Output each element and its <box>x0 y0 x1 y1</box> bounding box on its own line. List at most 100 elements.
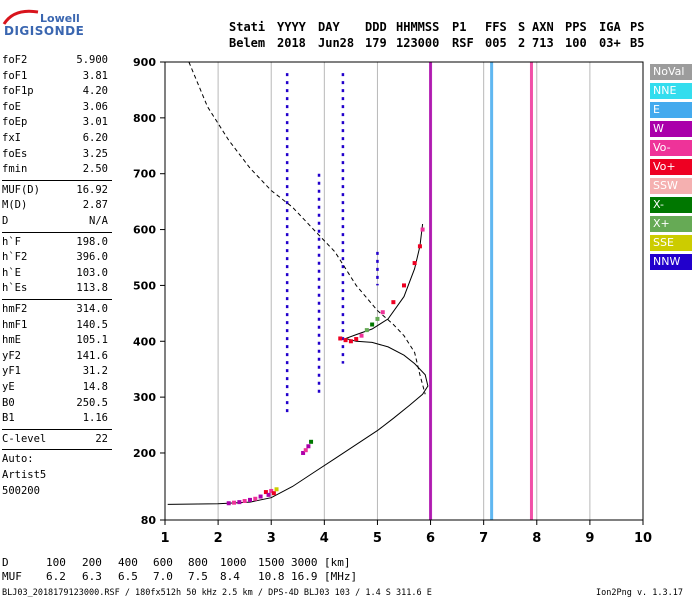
y-tick-label: 400 <box>133 335 156 348</box>
x-tick-label: 7 <box>479 531 488 546</box>
param-hes: h`Es 113.8 <box>2 282 108 296</box>
header-values-3: 179 <box>365 36 387 50</box>
header-labels-7: S <box>518 20 526 34</box>
legend-item-sse: SSE <box>650 235 692 251</box>
param-key: foF2 <box>2 54 28 66</box>
y-tick-label: 80 <box>141 514 157 527</box>
param-key: foEp <box>2 116 28 129</box>
row-label: MUF <box>2 570 22 583</box>
legend-item-e: E <box>650 102 692 118</box>
y-tick-label: 800 <box>133 112 156 125</box>
vertical-echo-line <box>490 62 494 520</box>
row-value: 800 <box>188 556 208 569</box>
x-tick-label: 4 <box>320 531 329 546</box>
param-key: foF1 <box>2 69 28 82</box>
param-yf1: yF1 31.2 <box>2 365 108 379</box>
legend-item-w: W <box>650 121 692 137</box>
header-values-1: 2018 <box>277 36 306 50</box>
param-value: 2.50 <box>82 163 108 176</box>
row-value: 7.0 <box>153 570 173 583</box>
param-ye: yE 14.8 <box>2 381 108 395</box>
param-key: M(D) <box>2 199 28 212</box>
row-value: 3000 <box>291 556 318 569</box>
param-foe: foE 3.06 <box>2 101 108 115</box>
param-clevel: C-level 22 <box>2 433 108 447</box>
param-key: h`F <box>2 235 21 248</box>
trace-point <box>242 499 247 504</box>
param-b0: B0 250.5 <box>2 397 108 411</box>
param-key: foE <box>2 100 21 113</box>
param-fxi: fxI 6.20 <box>2 132 108 146</box>
trace-point <box>380 310 385 315</box>
header-labels-4: HHMMSS <box>396 20 440 34</box>
x-tick-label: 3 <box>267 531 276 546</box>
trace-point <box>402 283 406 288</box>
param-yf2: yF2 141.6 <box>2 350 108 364</box>
param-value: 22 <box>95 432 108 445</box>
param-md: M(D) 2.87 <box>2 199 108 213</box>
trace-point <box>237 500 242 505</box>
param-key: hmF1 <box>2 318 28 331</box>
trace-point <box>370 322 375 327</box>
digisonde-logo: Lowell DIGISONDE <box>2 6 112 46</box>
param-fmin: fmin 2.50 <box>2 163 108 177</box>
row-value: 1000 <box>220 556 247 569</box>
row-value: 10.8 <box>258 570 285 583</box>
param-value: 141.6 <box>76 349 108 362</box>
header-values-8: 713 <box>532 36 554 50</box>
param-hme: hmE 105.1 <box>2 334 108 348</box>
row-value: 8.4 <box>220 570 240 583</box>
header-labels-2: DAY <box>318 20 340 34</box>
x-tick-label: 1 <box>160 531 169 546</box>
param-key: yF2 <box>2 349 21 362</box>
param-key: h`F2 <box>2 251 28 264</box>
param-key: h`E <box>2 266 21 279</box>
trace-point <box>266 492 271 497</box>
param-value: 14.8 <box>82 381 108 393</box>
param-value: 314.0 <box>76 303 108 315</box>
row-value: 400 <box>118 556 138 569</box>
vertical-echo-line <box>529 62 533 520</box>
param-value: 4.20 <box>82 85 108 98</box>
legend-item-ssw: SSW <box>650 178 692 194</box>
header-labels-3: DDD <box>365 20 387 34</box>
vertical-echo-line <box>429 62 433 520</box>
row-value: [km] <box>324 556 351 569</box>
legend-item-vo: Vo+ <box>650 159 692 175</box>
trace-point <box>274 487 279 492</box>
header-values-10: 03+ <box>599 36 621 50</box>
param-key: foEs <box>2 147 28 160</box>
param-value: 103.0 <box>76 266 108 279</box>
x-tick-label: 9 <box>585 531 594 546</box>
header-values-11: B5 <box>630 36 645 50</box>
header-values-6: 005 <box>485 36 507 50</box>
param-value: 250.5 <box>76 396 108 409</box>
param-key: MUF(D) <box>2 183 40 196</box>
row-value: 6.3 <box>82 570 102 583</box>
param-he: h`E 103.0 <box>2 267 108 281</box>
row-value: 6.2 <box>46 570 66 583</box>
dashed-profile-curve <box>188 61 426 395</box>
param-separator <box>2 299 112 300</box>
header-values-2: Jun28 <box>318 36 355 50</box>
legend-item-x: X- <box>650 197 692 213</box>
row-value: 600 <box>153 556 173 569</box>
param-separator <box>2 179 112 181</box>
row-value: 100 <box>46 556 66 569</box>
param-key: B0 <box>2 396 15 409</box>
trace-point <box>364 328 369 333</box>
row-value: 7.5 <box>188 570 208 583</box>
logo-line2: DIGISONDE <box>4 24 85 38</box>
param-fof1: foF1 3.81 <box>2 70 108 84</box>
param-value: 5.900 <box>76 54 108 66</box>
param-value: 3.25 <box>82 147 108 160</box>
param-value: 3.81 <box>82 69 108 82</box>
param-key: foF1p <box>2 85 34 98</box>
header-labels-11: PS <box>630 20 645 34</box>
trace-point <box>301 450 306 455</box>
logo-swoosh-icon <box>2 9 39 25</box>
param-value: 2.87 <box>82 199 108 212</box>
param-d: D N/A <box>2 215 108 229</box>
header-labels-0: Stati <box>229 20 266 34</box>
